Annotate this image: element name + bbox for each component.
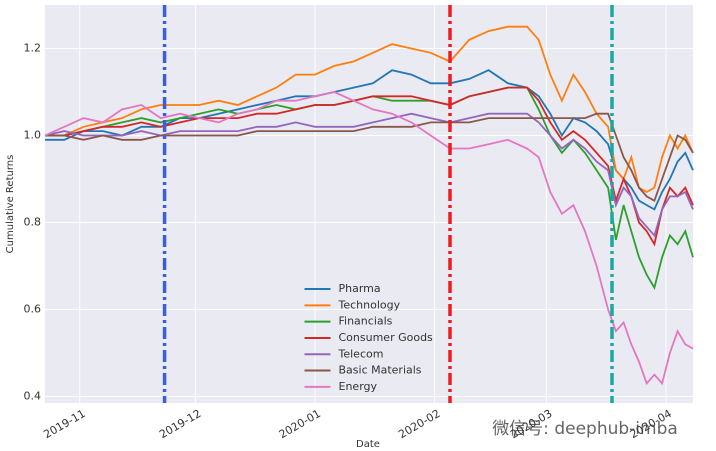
y-tick-label: 0.6 <box>24 302 42 315</box>
legend-label: Energy <box>339 380 378 393</box>
series-line <box>45 86 694 247</box>
watermark: 微信号: deephub-imba <box>492 419 678 439</box>
x-axis-label: Date <box>356 439 380 450</box>
legend-label: Consumer Goods <box>339 331 434 344</box>
series-line <box>44 91 694 386</box>
y-axis-label: Cumulative Returns <box>5 155 16 254</box>
y-tick-label: 0.4 <box>24 389 42 402</box>
x-tick-label: 2019-12 <box>157 407 203 441</box>
y-tick-label: 1.0 <box>24 128 42 141</box>
legend-label: Telecom <box>338 347 384 360</box>
series-line <box>45 112 694 203</box>
x-tick-label: 2020-01 <box>277 407 323 441</box>
legend-label: Technology <box>338 298 401 311</box>
plot-area <box>45 5 693 403</box>
x-tick-label: 2020-02 <box>396 407 442 441</box>
x-tick-label: 2019-11 <box>41 407 87 441</box>
legend-label: Pharma <box>339 282 381 295</box>
y-tick-label: 0.8 <box>24 215 42 228</box>
y-tick-label: 1.2 <box>24 41 42 54</box>
legend-label: Basic Materials <box>339 364 422 377</box>
lines <box>44 25 694 386</box>
legend-label: Financials <box>339 315 393 328</box>
series-line <box>44 112 694 238</box>
